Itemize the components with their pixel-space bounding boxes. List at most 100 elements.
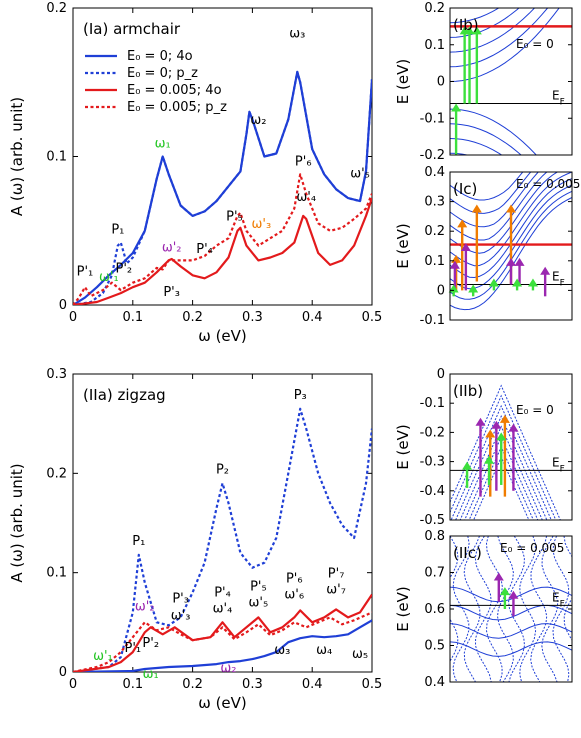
arrow-head (527, 278, 538, 287)
series-line (73, 619, 372, 672)
band-line (450, 108, 537, 155)
arrow-head (514, 257, 525, 266)
y-tick-label: 0 (437, 367, 445, 382)
y-tick-label: 0.4 (424, 675, 445, 690)
band-frame (449, 171, 573, 321)
legend-entry: E₀ = 0; 4o (127, 49, 193, 64)
x-tick-label: 0.4 (302, 310, 323, 325)
x-tick-label: 0.1 (122, 310, 143, 325)
band-line (450, 123, 522, 155)
arrow-head (499, 587, 510, 596)
peak-annotation: ω'₁ (93, 649, 113, 664)
arrow-head (471, 204, 482, 213)
y-tick-label: 0.2 (46, 1, 67, 16)
inset-text: E₀ = 0.005 (516, 177, 580, 191)
series-line (73, 611, 372, 672)
peak-annotation: ω₃ (289, 27, 305, 42)
band-line (450, 394, 557, 520)
panel-Ib: -0.2 -0.1 0 0.1 0.2 E (eV) (Ib) E₀ = 0 EF (394, 1, 573, 163)
band-line (450, 623, 572, 639)
arrow-head (493, 572, 504, 581)
x-tick-label: 0.1 (122, 677, 143, 692)
y-tick-label: -0.2 (420, 425, 445, 440)
band-line (485, 536, 503, 682)
peak-annotation: P'₃ (163, 285, 180, 300)
arrow-head (462, 461, 473, 470)
y-tick-label: -0.5 (420, 513, 445, 528)
y-tick-label: -0.4 (420, 484, 445, 499)
arrow-head (499, 414, 510, 423)
inset-text: E₀ = 0.005 (500, 541, 564, 555)
panel-label: (Ic) (453, 180, 477, 198)
legend-entry: E₀ = 0.005; p_z (127, 100, 227, 115)
band-line (450, 8, 500, 24)
peak-annotation: P₁ (111, 223, 124, 238)
peak-annotation: ω'₄ (296, 190, 316, 205)
band-line (450, 384, 561, 520)
peak-annotation: ω'₄ (213, 601, 233, 616)
band-line (468, 445, 534, 520)
band-line (450, 536, 459, 663)
panel-label: (IIc) (453, 544, 482, 562)
peak-annotation: P'₁ (124, 641, 141, 656)
y-axis-label: E (eV) (394, 223, 412, 268)
peak-annotation: P'₆ (295, 154, 312, 169)
peak-annotation: ω₁ (143, 667, 159, 682)
arrow-head (484, 455, 495, 464)
x-tick-label: 0.3 (242, 677, 263, 692)
peak-annotation: ω'₆ (284, 587, 304, 602)
x-axis-label: ω (eV) (198, 327, 247, 345)
band-line (508, 536, 526, 682)
arrow-head (491, 420, 502, 429)
arrow-head (451, 103, 462, 112)
y-tick-label: 0.8 (424, 529, 445, 544)
peak-annotation: ω'₂ (135, 599, 155, 614)
peak-annotation: ω'₅ (249, 595, 269, 610)
inset-text: E₀ = 0 (516, 37, 554, 51)
inset-text: E₀ = 0 (516, 403, 554, 417)
peak-annotation: P'₆ (286, 572, 303, 587)
arrow-head (506, 257, 516, 266)
fermi-label: EF (552, 89, 565, 108)
arrow-head (449, 260, 460, 269)
series-line (73, 593, 372, 672)
arrow-head (496, 432, 507, 441)
peak-annotation: P₁ (132, 534, 145, 549)
y-axis-label: E (eV) (394, 424, 412, 469)
y-axis-label: E (eV) (394, 59, 412, 104)
arrow-head (464, 26, 475, 35)
y-tick-label: 0 (59, 665, 67, 680)
y-axis-label: A (ω) (arb. unit) (8, 463, 26, 582)
y-tick-label: 0.7 (424, 566, 445, 581)
series-line (73, 173, 372, 305)
panel-Ia: 0 0.1 0.2 0.3 0.4 0.5 0 0.1 0.2 ω (eV) A (ω) (arb.… (8, 1, 382, 345)
y-tick-label: 0.4 (424, 165, 445, 180)
band-line (459, 425, 543, 520)
y-tick-label: 0 (437, 75, 445, 90)
peak-annotation: ω₁ (155, 137, 171, 152)
y-tick-label: 0.1 (424, 38, 445, 53)
y-tick-label: 0.2 (424, 1, 445, 16)
band-line (450, 138, 503, 155)
peak-annotation: P'₂ (116, 261, 133, 276)
band-line (464, 435, 539, 520)
series-line (73, 70, 372, 305)
x-tick-label: 0 (69, 677, 77, 692)
x-tick-label: 0.2 (182, 677, 203, 692)
band-frame (449, 373, 573, 521)
y-tick-label: 0.2 (424, 224, 445, 239)
y-tick-label: -0.1 (420, 396, 445, 411)
arrow-head (508, 423, 519, 432)
x-tick-label: 0.5 (362, 677, 383, 692)
panel-label: (IIb) (453, 382, 483, 400)
arrow-head (471, 26, 482, 35)
arrow-head (488, 278, 499, 287)
y-tick-label: -0.2 (420, 148, 445, 163)
legend-entry: E₀ = 0; p_z (127, 66, 198, 81)
y-tick-label: 0.3 (424, 195, 445, 210)
band-line (450, 172, 524, 201)
peak-annotation: ω'₇ (326, 583, 346, 598)
arrow-head (485, 429, 496, 438)
